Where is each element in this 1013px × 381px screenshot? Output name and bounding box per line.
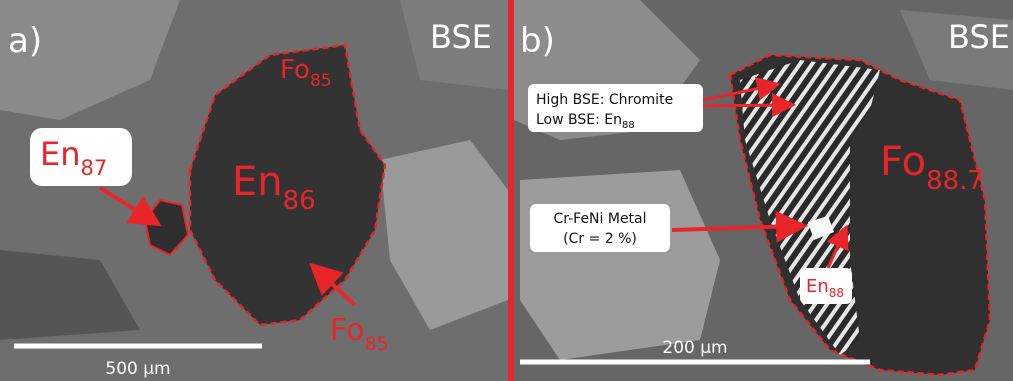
phase-sub: 87 — [81, 156, 108, 180]
annotation-base: Low BSE: En — [536, 112, 622, 128]
annotation: (Cr = 2 %) — [563, 231, 637, 247]
annotation: High BSE: Chromite — [536, 92, 673, 108]
phase-base: Fo — [330, 313, 365, 348]
phase-sub: 85 — [365, 333, 389, 355]
phase-sub: 86 — [283, 186, 316, 216]
scale-label: 200 µm — [662, 338, 727, 358]
divider — [508, 0, 514, 381]
phase-sub: 85 — [310, 71, 332, 91]
panel-b: b) BSE High BSE: Chromite Low BSE: En88 … — [514, 0, 1013, 381]
annotation-sub: 88 — [622, 120, 635, 131]
grain — [520, 170, 720, 360]
mode-label: BSE — [948, 18, 1010, 56]
panel-label: a) — [8, 21, 42, 61]
phase-base: En — [806, 276, 829, 297]
phase-base: Fo — [280, 55, 310, 85]
figure: a) BSE Fo85 En86 En87 Fo85 500 µm b) BSE… — [0, 0, 1013, 381]
phase-base: En — [40, 135, 81, 173]
phase-sub: 88 — [829, 286, 844, 300]
phase-base: Fo — [880, 139, 926, 185]
arrow — [703, 105, 790, 106]
panel-a: a) BSE Fo85 En86 En87 Fo85 500 µm — [0, 0, 508, 381]
mode-label: BSE — [430, 18, 492, 56]
phase-sub: 88.7 — [926, 166, 984, 196]
phase-base: En — [232, 159, 283, 205]
scale-label: 500 µm — [105, 359, 170, 379]
annotation: Cr-FeNi Metal — [553, 211, 646, 227]
panel-label: b) — [520, 21, 555, 61]
